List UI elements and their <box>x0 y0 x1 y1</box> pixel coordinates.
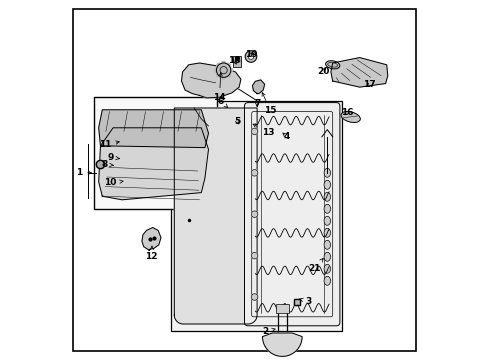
FancyBboxPatch shape <box>244 103 339 326</box>
Ellipse shape <box>324 240 330 249</box>
Bar <box>94 97 217 209</box>
Ellipse shape <box>324 264 330 273</box>
Circle shape <box>247 54 253 59</box>
Circle shape <box>221 75 225 79</box>
Text: 6: 6 <box>218 97 227 107</box>
Circle shape <box>251 170 257 176</box>
Polygon shape <box>99 110 208 148</box>
Polygon shape <box>252 80 264 94</box>
Circle shape <box>251 128 257 135</box>
Text: 19: 19 <box>245 50 258 59</box>
Ellipse shape <box>324 204 330 213</box>
Circle shape <box>251 211 257 217</box>
Polygon shape <box>262 333 302 356</box>
Circle shape <box>216 63 230 77</box>
Circle shape <box>221 61 225 66</box>
Ellipse shape <box>325 61 339 69</box>
Text: 7: 7 <box>253 99 260 108</box>
Polygon shape <box>330 58 387 87</box>
Polygon shape <box>142 228 161 250</box>
Text: 16: 16 <box>341 108 353 117</box>
Text: 3: 3 <box>299 297 311 306</box>
Ellipse shape <box>324 180 330 189</box>
Text: 20: 20 <box>316 68 328 77</box>
Text: 11: 11 <box>99 140 119 149</box>
Circle shape <box>216 73 221 77</box>
Ellipse shape <box>324 228 330 237</box>
Text: 12: 12 <box>145 246 158 261</box>
Text: 8: 8 <box>102 160 113 169</box>
Polygon shape <box>181 63 241 98</box>
Circle shape <box>214 68 219 72</box>
Circle shape <box>216 63 221 68</box>
Circle shape <box>226 63 230 68</box>
Text: 21: 21 <box>308 258 323 274</box>
Text: 18: 18 <box>228 56 240 65</box>
Text: 10: 10 <box>104 178 123 187</box>
Ellipse shape <box>324 192 330 201</box>
Ellipse shape <box>324 276 330 285</box>
Ellipse shape <box>324 168 330 177</box>
Ellipse shape <box>340 112 360 122</box>
Bar <box>276 304 288 313</box>
Text: 5: 5 <box>234 117 240 126</box>
Text: 9: 9 <box>107 153 119 162</box>
Ellipse shape <box>324 252 330 261</box>
Text: 14: 14 <box>213 73 225 102</box>
Circle shape <box>226 73 230 77</box>
Text: 2: 2 <box>262 327 275 336</box>
Circle shape <box>251 294 257 300</box>
Polygon shape <box>174 108 257 324</box>
Text: 4: 4 <box>283 132 289 140</box>
Circle shape <box>228 68 232 72</box>
Circle shape <box>251 252 257 259</box>
Text: 1: 1 <box>76 168 91 177</box>
Ellipse shape <box>324 216 330 225</box>
Text: 13: 13 <box>253 124 274 137</box>
Polygon shape <box>99 128 208 200</box>
Circle shape <box>244 51 256 62</box>
Text: 15: 15 <box>262 93 276 115</box>
Text: 17: 17 <box>363 80 375 89</box>
Bar <box>232 56 241 67</box>
Bar <box>170 101 341 331</box>
